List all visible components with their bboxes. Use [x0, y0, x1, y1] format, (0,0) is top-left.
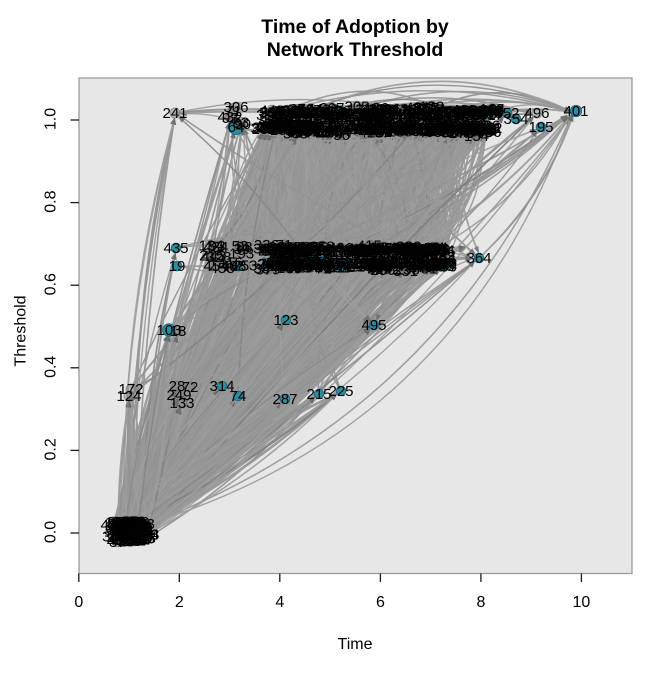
svg-text:133: 133 [169, 395, 194, 412]
svg-text:32: 32 [133, 532, 150, 549]
svg-text:238: 238 [318, 125, 343, 142]
svg-text:8: 8 [476, 594, 485, 611]
svg-text:4: 4 [275, 594, 284, 611]
svg-text:242: 242 [353, 254, 378, 271]
svg-text:134: 134 [199, 238, 224, 255]
svg-text:1.0: 1.0 [43, 108, 60, 130]
svg-text:0: 0 [74, 594, 83, 611]
svg-text:19: 19 [169, 258, 186, 275]
svg-text:1: 1 [409, 244, 417, 261]
svg-text:Network Threshold: Network Threshold [267, 39, 444, 61]
svg-text:195: 195 [528, 119, 553, 136]
svg-text:0.0: 0.0 [43, 521, 60, 543]
svg-text:124: 124 [116, 388, 141, 405]
svg-text:10: 10 [573, 594, 591, 611]
svg-text:0.2: 0.2 [43, 438, 60, 460]
svg-text:289: 289 [463, 121, 488, 138]
svg-text:71: 71 [225, 103, 242, 120]
svg-text:241: 241 [162, 105, 187, 122]
svg-text:39: 39 [234, 241, 251, 258]
svg-text:0.8: 0.8 [43, 190, 60, 212]
svg-text:108: 108 [418, 242, 443, 259]
svg-text:225: 225 [328, 383, 353, 400]
svg-text:123: 123 [273, 312, 298, 329]
svg-text:Time of Adoption by: Time of Adoption by [261, 16, 449, 38]
svg-text:0.6: 0.6 [43, 273, 60, 295]
svg-text:381: 381 [275, 118, 300, 135]
svg-text:408: 408 [451, 102, 476, 119]
svg-text:2: 2 [175, 594, 184, 611]
svg-text:401: 401 [563, 103, 588, 120]
svg-text:204: 204 [343, 117, 368, 134]
svg-text:18: 18 [170, 323, 187, 340]
svg-text:354: 354 [503, 111, 528, 128]
svg-text:6: 6 [376, 594, 385, 611]
svg-text:312: 312 [384, 103, 409, 120]
svg-text:363: 363 [432, 259, 457, 276]
svg-text:Threshold: Threshold [13, 295, 30, 366]
svg-text:Time: Time [338, 636, 373, 653]
svg-text:144: 144 [277, 260, 302, 277]
svg-text:0.4: 0.4 [43, 356, 60, 378]
svg-text:495: 495 [361, 317, 386, 334]
svg-text:458: 458 [210, 260, 235, 277]
svg-text:287: 287 [272, 391, 297, 408]
svg-text:435: 435 [163, 240, 188, 257]
svg-text:74: 74 [230, 388, 247, 405]
svg-text:259: 259 [121, 513, 146, 530]
svg-text:364: 364 [466, 250, 491, 267]
